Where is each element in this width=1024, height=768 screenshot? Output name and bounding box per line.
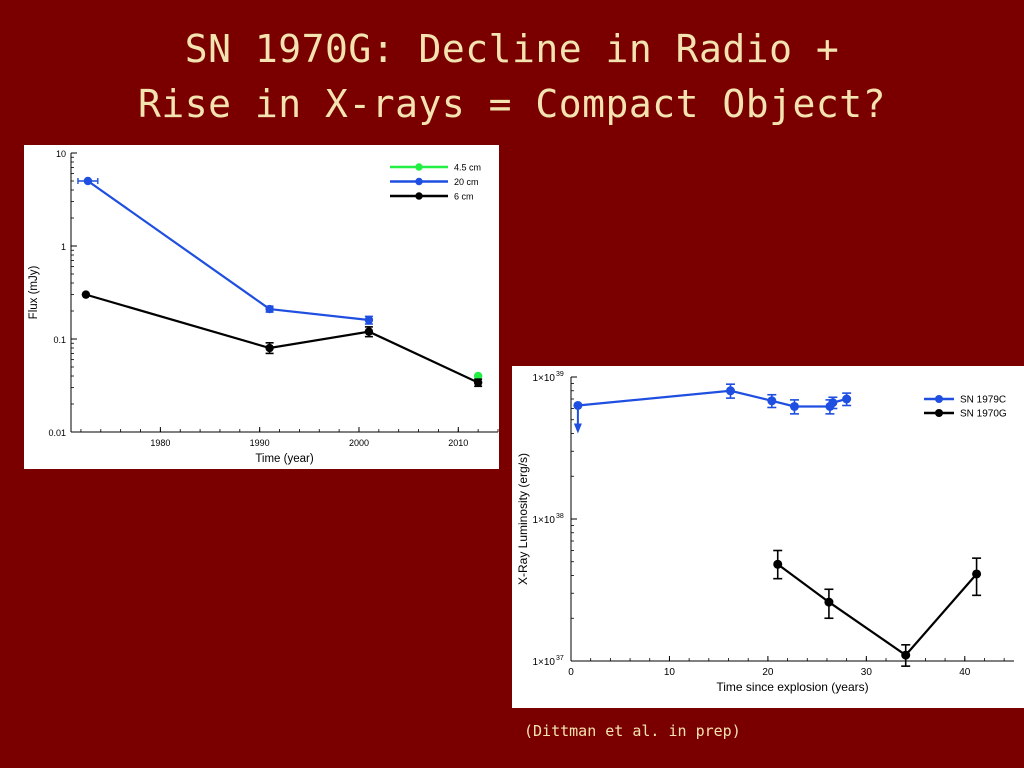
data-point [828, 398, 838, 408]
legend-swatch-marker [935, 395, 943, 403]
slide-title-line-1: SN 1970G: Decline in Radio + [184, 27, 840, 71]
series-sn-1979c [573, 383, 852, 434]
radio-flux-chart: 1980 1990 2000 2010 0.01 0.1 1 10 Time (year) Flu… [28, 149, 499, 465]
legend-label: 6 cm [454, 192, 474, 202]
y-tick-exponent: 37 [556, 655, 564, 662]
data-point [473, 378, 483, 387]
data-point [773, 559, 783, 569]
series-line [87, 180, 370, 322]
legend: 4.5 cm 20 cm 6 cm [390, 163, 481, 202]
x-tick-label: 20 [762, 667, 774, 678]
upper-limit-arrow-head [573, 423, 582, 434]
data-point [842, 394, 852, 404]
y-axis-label: Flux (mJy) [28, 266, 40, 320]
data-point [901, 650, 911, 660]
radio-flux-chart-panel: 1980 1990 2000 2010 0.01 0.1 1 10 Time (year) Flu… [24, 145, 499, 469]
x-tick-label: 1990 [250, 438, 270, 448]
legend-swatch-marker [415, 192, 423, 200]
legend-swatch-marker [415, 177, 423, 186]
series-20-cm [77, 176, 374, 325]
legend-label: SN 1979C [960, 395, 1006, 406]
x-axis-label: Time since explosion (years) [716, 680, 868, 694]
data-point [824, 597, 834, 607]
data-point [789, 401, 799, 411]
y-tick-label: 1 [61, 242, 66, 252]
x-tick-label: 2010 [448, 438, 468, 448]
x-tick-label: 30 [861, 667, 873, 678]
series-line [577, 389, 847, 408]
data-point [364, 327, 374, 336]
data-point [473, 371, 483, 381]
x-axis-label: Time (year) [255, 453, 314, 465]
y-tick-label: 1×10 [532, 515, 555, 526]
data-point [767, 396, 777, 406]
legend-label: 20 cm [454, 177, 479, 187]
data-point [573, 400, 583, 410]
x-tick-label: 10 [664, 667, 676, 678]
series-line [777, 563, 978, 657]
data-point [83, 176, 93, 186]
data-point [364, 315, 374, 325]
data-point [265, 304, 274, 314]
x-tick-label: 1980 [150, 438, 170, 448]
y-axis-label: X-Ray Luminosity (erg/s) [516, 453, 530, 585]
y-tick-label: 10 [56, 149, 66, 159]
x-tick-label: 40 [959, 667, 971, 678]
legend-label: 4.5 cm [454, 163, 481, 173]
legend: SN 1979C SN 1970G [924, 395, 1007, 420]
y-tick-label: 1×10 [532, 657, 555, 668]
data-point [725, 386, 735, 396]
legend-swatch-marker [415, 163, 423, 171]
y-tick-exponent: 38 [556, 513, 564, 520]
data-point [265, 343, 274, 353]
y-tick-label: 0.01 [48, 428, 66, 438]
slide-title: SN 1970G: Decline in Radio + Rise in X-r… [0, 22, 1024, 132]
series-sn-1970g [773, 549, 982, 667]
series-line [85, 293, 479, 384]
y-tick-exponent: 39 [556, 371, 564, 378]
x-tick-label: 2000 [349, 438, 369, 448]
legend-label: SN 1970G [960, 409, 1007, 420]
xray-luminosity-chart-panel: 0 10 20 30 40 1×10 37 1×10 38 1×10 39 Time since ex… [512, 366, 1024, 708]
series-4-5-cm [473, 371, 483, 381]
x-tick-label: 0 [568, 667, 574, 678]
data-point [972, 569, 982, 579]
data-point [81, 290, 91, 299]
series-6-cm [81, 290, 483, 388]
citation: (Dittman et al. in prep) [524, 722, 741, 740]
slide-title-line-2: Rise in X-rays = Compact Object? [137, 82, 887, 126]
y-tick-label: 0.1 [53, 335, 66, 345]
legend-swatch-marker [935, 409, 943, 417]
y-tick-label: 1×10 [532, 373, 555, 384]
